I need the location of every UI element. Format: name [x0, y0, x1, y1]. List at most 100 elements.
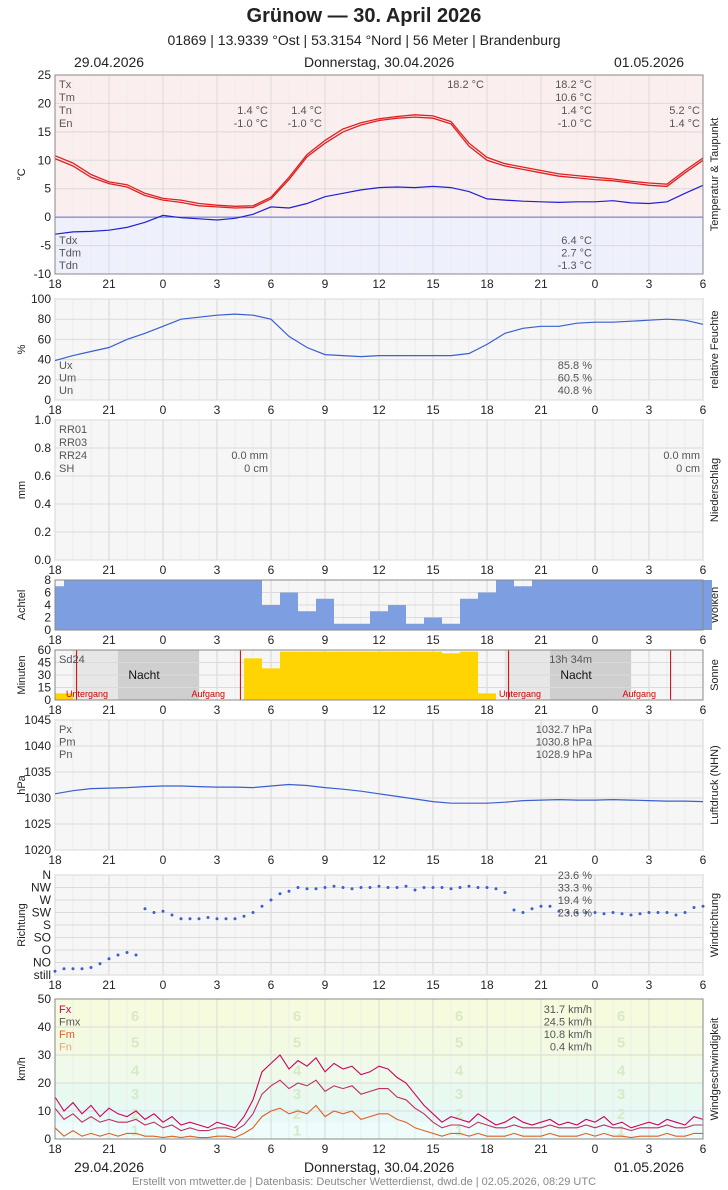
rain-legend-right: 0.0 mm: [663, 450, 700, 462]
beaufort-label: 2: [131, 1106, 139, 1123]
sun-bar: [55, 693, 73, 700]
dir-side-label: Windrichtung: [709, 893, 721, 957]
beaufort-label: 6: [617, 1008, 625, 1025]
wind-x-tick: 3: [214, 1142, 221, 1156]
hum-x-tick: 0: [592, 403, 599, 417]
rain-x-tick: 12: [372, 563, 386, 577]
pres-legend-value: 1028.9 hPa: [536, 749, 593, 761]
dir-point: [332, 884, 336, 888]
dir-x-tick: 0: [160, 978, 167, 992]
footer-credit: Erstellt von mtwetter.de | Datenbasis: D…: [131, 1176, 597, 1188]
cloud-frame: [54, 579, 704, 631]
wind-legend-value: 31.7 km/h: [544, 1004, 592, 1016]
pres-side-label: Luftdruck (NHN): [709, 745, 721, 824]
rain-x-tick: 21: [102, 563, 116, 577]
pres-x-tick: 18: [48, 853, 62, 867]
dir-point: [62, 967, 66, 971]
temp-x-tick: 6: [700, 277, 707, 291]
cloud-bar: [262, 605, 280, 630]
rain-y-tick: 1.0: [34, 413, 51, 427]
wind-series-fn: [54, 1104, 703, 1139]
dir-point: [539, 904, 543, 908]
temp-y-tick: -10: [34, 267, 52, 281]
night-label: Nacht: [560, 668, 592, 682]
beaufort-label: 3: [293, 1086, 301, 1103]
temp-legend-key: Tm: [59, 92, 75, 104]
hum-x-tick: 12: [372, 403, 386, 417]
dir-point: [350, 887, 354, 891]
cloud-x-tick: 0: [592, 633, 599, 647]
cloud-x-tick: 0: [160, 633, 167, 647]
beaufort-label: 6: [131, 1008, 139, 1025]
pres-x-tick: 0: [592, 853, 599, 867]
hum-legend-key: Um: [59, 373, 76, 385]
wind-series-fm: [54, 1079, 703, 1132]
dir-point: [611, 911, 615, 914]
hum-x-tick: 21: [534, 403, 548, 417]
temp-x-tick: 21: [534, 277, 548, 291]
dir-x-tick: 18: [48, 978, 62, 992]
temp-legend-mid: 18.2 °C: [447, 79, 484, 91]
station-info: 01869 | 13.9339 °Ost | 53.3154 °Nord | 5…: [167, 32, 561, 48]
sun-x-tick: 21: [102, 703, 116, 717]
sun-frame: [54, 649, 704, 701]
cloud-bar: [82, 580, 100, 630]
wind-legend-value: 10.8 km/h: [544, 1029, 592, 1041]
dir-point: [530, 907, 534, 911]
dir-point: [584, 911, 588, 914]
dir-point: [206, 916, 210, 919]
dir-y-tick: NW: [31, 881, 52, 895]
sun-x-tick: 3: [214, 703, 221, 717]
temp-y-tick: 15: [38, 125, 52, 139]
temp-x-tick: 12: [372, 277, 386, 291]
cloud-x-tick: 15: [426, 633, 440, 647]
dir-point: [557, 909, 561, 913]
dir-point: [143, 907, 147, 911]
cloud-bar: [298, 611, 316, 630]
rain-legend-left: 0.0 mm: [231, 450, 268, 462]
dir-point: [494, 887, 498, 891]
dir-point: [98, 962, 102, 966]
rain-x-tick: 9: [322, 563, 329, 577]
sun-x-tick: 0: [592, 703, 599, 717]
temp-legend-right: 10.6 °C: [555, 92, 592, 104]
cloud-bar: [64, 580, 82, 630]
cloud-bar: [478, 592, 496, 630]
sun-bar: [334, 651, 352, 700]
dir-point: [449, 887, 453, 891]
dir-point: [233, 917, 237, 921]
beaufort-label: 3: [131, 1086, 139, 1103]
beaufort-label: 4: [293, 1062, 302, 1079]
temp-legend-right: 1.4 °C: [561, 105, 592, 117]
sun-bar: [388, 651, 406, 700]
temp-x-tick: 0: [160, 277, 167, 291]
sun-y-tick: 15: [38, 681, 52, 695]
wind-legend-key: Fmx: [59, 1017, 81, 1029]
date-center-bottom: Donnerstag, 30.04.2026: [304, 1159, 455, 1175]
dir-point: [467, 884, 471, 888]
dir-point: [71, 967, 75, 971]
rain-ylabel: mm: [16, 481, 28, 499]
wind-legend-key: Fm: [59, 1029, 75, 1041]
rain-y-tick: 0.6: [34, 469, 51, 483]
pres-x-tick: 12: [372, 853, 386, 867]
dir-point: [548, 904, 552, 908]
dir-y-tick: NO: [33, 956, 51, 970]
sun-bar: [424, 651, 442, 700]
temp-x-tick: 3: [214, 277, 221, 291]
rain-x-tick: 21: [534, 563, 548, 577]
sun-side-label: Sonne: [709, 659, 721, 691]
dir-point: [179, 917, 183, 921]
dir-point: [260, 904, 264, 908]
sun-x-tick: 18: [48, 703, 62, 717]
wind-x-tick: 21: [102, 1142, 116, 1156]
temp-x-tick: 3: [646, 277, 653, 291]
cloud-x-tick: 9: [322, 633, 329, 647]
cloud-bar: [514, 586, 532, 630]
hum-legend-key: Ux: [59, 360, 73, 372]
cloud-bar: [244, 580, 262, 630]
dir-y-tick: N: [42, 868, 51, 882]
hum-x-tick: 18: [480, 403, 494, 417]
rain-x-tick: 0: [592, 563, 599, 577]
